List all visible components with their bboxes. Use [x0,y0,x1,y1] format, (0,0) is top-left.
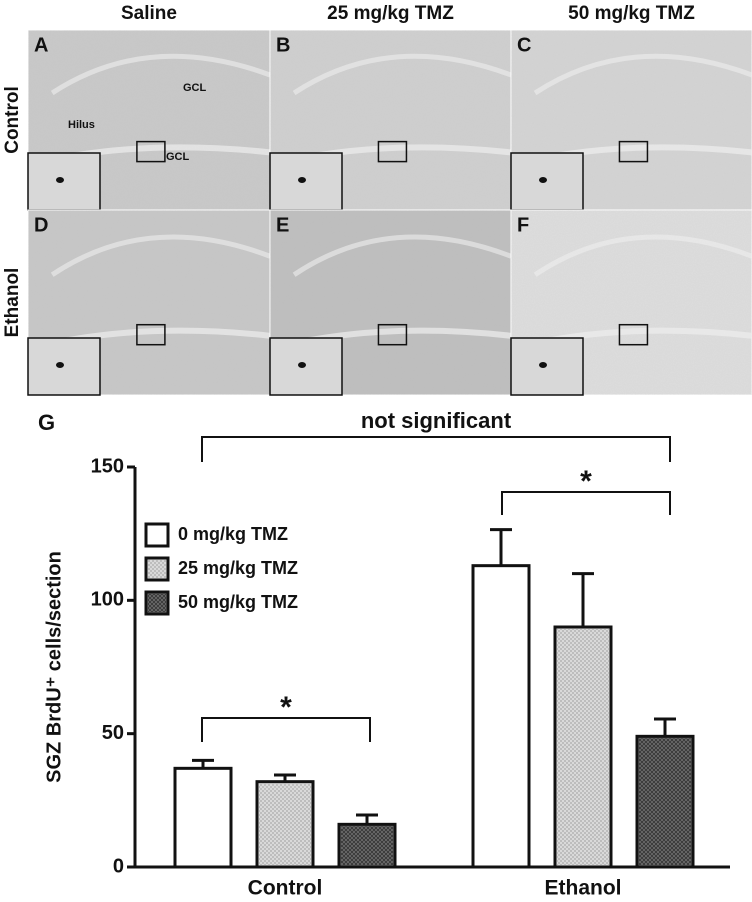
inset [269,337,343,396]
zoom-box [136,140,166,163]
significance-bracket [201,717,371,742]
legend-texture [148,560,166,578]
panel-letter: A [34,34,48,56]
granule-cell-layer [50,234,271,277]
zoom-box [618,140,649,163]
y-tick-label: 100 [91,589,124,611]
granule-cell-layer [533,234,752,277]
x-tick-label: Control [248,877,323,900]
legend-swatch [144,522,170,548]
y-axis-label: SGZ BrdU⁺ cells/section [43,551,65,783]
inset [27,337,101,396]
region-label: Hilus [68,119,95,131]
legend-label: 0 mg/kg TMZ [178,524,288,544]
panel-letter: C [517,34,531,56]
x-tick-label: Ethanol [545,877,622,900]
significance-bracket [501,491,671,515]
region-label: GCL [166,151,190,163]
cell [539,362,547,368]
bar-texture [259,783,311,865]
granule-cell-layer [533,53,752,96]
legend-label: 25 mg/kg TMZ [178,558,298,578]
zoom-box [377,140,408,163]
panel-letter: F [517,214,529,236]
cell [56,362,64,368]
granule-cell-layer [292,53,512,96]
inset [27,152,101,211]
bar-texture [639,738,691,865]
bar [471,564,531,869]
y-tick-label: 150 [91,455,124,477]
bar-texture [557,629,609,865]
zoom-box [618,323,649,346]
granule-cell-layer [50,53,271,96]
cell [56,177,64,183]
row-label: Control [2,86,23,154]
significance-label: * [280,691,292,724]
column-header: 25 mg/kg TMZ [327,3,454,24]
zoom-box [136,323,166,346]
y-tick-label: 50 [102,722,124,744]
row-label: Ethanol [2,268,23,338]
legend-texture [148,594,166,612]
cell [298,177,306,183]
y-tick-label: 0 [113,855,124,877]
column-header: Saline [121,3,177,24]
region-label: GCL [183,82,207,94]
zoom-box [377,323,408,346]
inset [510,152,584,211]
panel-letter: B [276,34,290,56]
panel-letter: E [276,214,289,236]
bar [173,766,233,869]
inset [269,152,343,211]
inset [510,337,584,396]
legend-label: 50 mg/kg TMZ [178,592,298,612]
significance-label: * [580,465,592,498]
granule-cell-layer [292,234,512,277]
significance-bracket [201,436,671,462]
figure-label: G [38,410,55,435]
panel-letter: D [34,214,48,236]
significance-label: not significant [361,408,512,433]
bar-texture [341,826,393,865]
column-header: 50 mg/kg TMZ [568,3,695,24]
cell [298,362,306,368]
cell [539,177,547,183]
